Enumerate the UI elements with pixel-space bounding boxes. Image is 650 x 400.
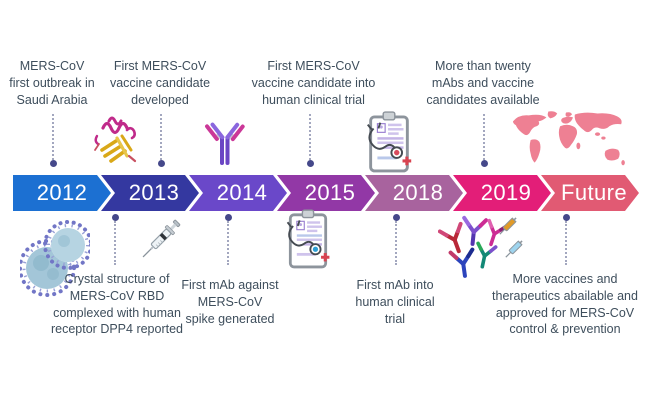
year-label: 2015 (304, 180, 356, 205)
clinical-trial-clipboard-icon (286, 209, 330, 269)
connector-bottom-future (562, 214, 570, 265)
connector-dot (224, 214, 232, 221)
clinical-trial-clipboard-icon (367, 111, 412, 173)
connector-dot (306, 160, 314, 167)
timeline-segment-2015: 2015 (277, 175, 375, 211)
timeline-segment-future: Future (541, 175, 639, 211)
annotation-bottom-2013: Crystal structure of MERS-CoV RBD comple… (50, 272, 183, 337)
connector-bottom-2014 (224, 214, 232, 265)
year-label: 2012 (36, 180, 88, 205)
timeline-segment-2018: 2018 (365, 175, 463, 211)
year-label: 2013 (128, 180, 180, 205)
connector-dot (562, 214, 570, 221)
connector-dot (111, 214, 119, 221)
annotation-top-2013: First MERS-CoV vaccine candidate develop… (109, 59, 211, 107)
connector-top-2019 (480, 114, 488, 167)
timeline-segment-2013: 2013 (101, 175, 199, 211)
timeline-segment-2012: 2012 (13, 175, 111, 211)
syringe-icon (142, 219, 181, 258)
annotation-top-2012: MERS-CoV first outbreak in Saudi Arabia (9, 59, 95, 107)
connector-bottom-2018 (392, 214, 400, 265)
annotation-bottom-future: More vaccines and therapeutics abailable… (492, 272, 638, 337)
timeline-segment-2019: 2019 (453, 175, 551, 211)
timeline-segment-2014: 2014 (189, 175, 287, 211)
protein-structure-icon (94, 116, 137, 163)
year-label: 2019 (480, 180, 532, 205)
world-map-icon (512, 111, 625, 166)
connector-top-2012 (49, 114, 57, 167)
annotation-top-2015: First MERS-CoV vaccine candidate into hu… (251, 59, 376, 107)
timeline-band: 2012 2013 2014 2015 2018 2019 Future (13, 175, 639, 211)
connector-top-2013 (157, 114, 165, 167)
antibody-cluster-icon (438, 215, 523, 278)
connector-dot (157, 160, 165, 167)
connector-bottom-2013 (111, 214, 119, 265)
connector-top-2015 (306, 114, 314, 167)
connector-dot (49, 160, 57, 167)
coronavirus-icon (20, 220, 90, 297)
year-label: 2014 (216, 180, 268, 205)
annotation-bottom-2014: First mAb against MERS-CoV spike generat… (181, 278, 279, 326)
connector-dot (392, 214, 400, 221)
connector-dot (480, 160, 488, 167)
year-label: 2018 (392, 180, 444, 205)
antibody-icon (205, 122, 245, 165)
year-label: Future (561, 180, 627, 205)
annotation-top-2019: More than twenty mAbs and vaccine candid… (426, 59, 540, 107)
annotation-bottom-2018: First mAb into human clinical trial (355, 278, 435, 326)
